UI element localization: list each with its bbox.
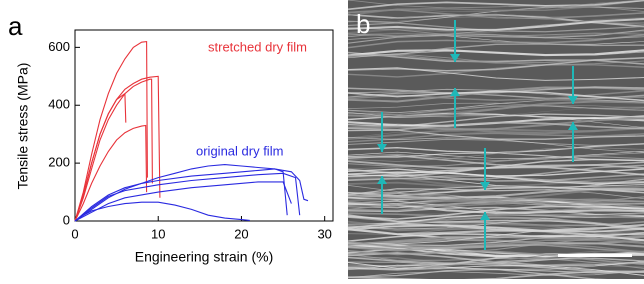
y-tick-label: 200 <box>48 155 70 170</box>
curve <box>75 79 152 221</box>
panel-label: b <box>356 9 370 39</box>
curve <box>75 202 250 221</box>
x-tick-label: 10 <box>151 226 165 241</box>
curve <box>75 126 147 222</box>
x-axis-label: Engineering strain (%) <box>135 249 274 265</box>
y-axis-label: Tensile stress (MPa) <box>15 63 31 190</box>
page: {"chart_data": {"type": "line", "panel_l… <box>0 0 644 279</box>
y-tick-label: 600 <box>48 39 70 54</box>
series-label: stretched dry film <box>208 39 307 54</box>
scale-bar <box>558 254 632 257</box>
figure: a Tensile stress (MPa) Engineering strai… <box>0 0 644 279</box>
x-tick-label: 20 <box>234 226 248 241</box>
y-tick-label: 400 <box>48 97 70 112</box>
x-tick-label: 0 <box>71 226 78 241</box>
y-tick-label: 0 <box>63 212 70 227</box>
x-tick-label: 30 <box>317 226 331 241</box>
series-label: original dry film <box>196 143 283 158</box>
curve <box>75 182 291 221</box>
sem-image <box>348 0 644 279</box>
curve <box>75 169 308 221</box>
panel-label: a <box>8 11 23 41</box>
curve <box>75 165 287 221</box>
